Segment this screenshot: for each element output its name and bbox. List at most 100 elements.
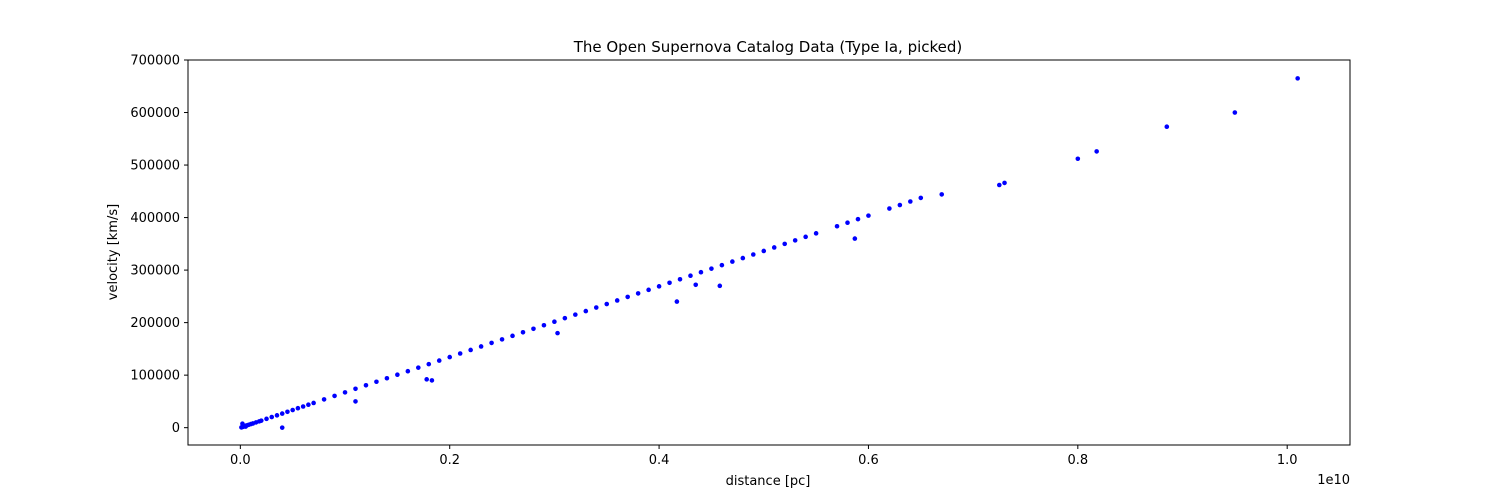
x-axis: 0.0 0.2 0.4 0.6 0.8 1.0 xyxy=(230,445,1298,468)
data-point xyxy=(429,378,435,383)
data-point xyxy=(834,223,840,229)
x-tick-label: 0.4 xyxy=(649,453,670,468)
data-point xyxy=(997,182,1002,188)
data-point xyxy=(520,329,526,335)
data-point xyxy=(311,400,316,406)
x-tick-label: 0.8 xyxy=(1067,453,1088,468)
data-point xyxy=(1164,124,1170,130)
data-point xyxy=(677,276,683,282)
data-point xyxy=(332,393,337,399)
x-tick-label: 1.0 xyxy=(1277,453,1298,468)
data-point xyxy=(719,262,725,268)
data-point xyxy=(709,266,714,271)
data-point xyxy=(667,280,672,286)
data-point xyxy=(240,421,245,427)
data-point xyxy=(1002,180,1007,186)
data-point xyxy=(845,220,850,226)
data-point xyxy=(782,241,788,247)
data-point xyxy=(730,259,735,264)
data-point xyxy=(426,361,432,367)
data-point xyxy=(424,377,429,382)
data-point xyxy=(353,399,358,404)
data-point xyxy=(447,354,453,360)
x-axis-offset-label: 1e10 xyxy=(1317,473,1350,488)
data-point xyxy=(693,282,699,288)
y-tick-label: 300000 xyxy=(130,264,180,279)
data-point xyxy=(468,347,473,353)
y-tick-label: 0 xyxy=(172,421,180,436)
data-point xyxy=(1075,156,1081,162)
y-tick-label: 100000 xyxy=(130,369,180,384)
data-point xyxy=(274,413,280,418)
data-point xyxy=(717,283,723,289)
y-tick-label: 600000 xyxy=(130,106,180,121)
y-axis: 0 100000 200000 300000 400000 500000 600000 700… xyxy=(130,54,188,436)
data-point xyxy=(552,319,557,325)
data-point xyxy=(792,238,798,243)
data-point xyxy=(562,315,568,321)
data-point xyxy=(674,299,680,304)
data-point xyxy=(625,294,630,300)
data-point xyxy=(416,365,421,370)
data-point xyxy=(499,337,505,342)
data-points xyxy=(239,76,1300,430)
data-point xyxy=(264,416,269,422)
x-tick-label: 0.0 xyxy=(230,453,251,468)
data-point xyxy=(279,425,285,430)
data-point xyxy=(489,340,494,346)
data-point xyxy=(436,358,442,363)
data-point xyxy=(750,252,756,257)
y-tick-label: 700000 xyxy=(130,54,180,69)
data-point xyxy=(269,414,275,420)
data-point xyxy=(1232,110,1238,115)
plot-area-frame xyxy=(187,59,1351,446)
data-point xyxy=(887,206,892,211)
data-point xyxy=(306,402,311,408)
data-point xyxy=(771,245,777,250)
data-point xyxy=(646,287,651,293)
data-point xyxy=(803,234,808,240)
data-point xyxy=(363,382,369,388)
chart-title: The Open Supernova Catalog Data (Type Ia… xyxy=(573,38,963,56)
data-point xyxy=(290,407,295,413)
data-point xyxy=(478,344,484,349)
x-axis-label: distance [pc] xyxy=(726,474,811,489)
data-point xyxy=(258,418,264,423)
data-point xyxy=(279,411,285,416)
data-point xyxy=(604,301,610,307)
data-point xyxy=(688,273,693,279)
x-tick-label: 0.2 xyxy=(439,453,460,468)
x-tick-label: 0.6 xyxy=(858,453,879,468)
data-point xyxy=(583,308,589,314)
data-point xyxy=(555,330,560,336)
data-point xyxy=(761,248,767,254)
data-point xyxy=(541,322,547,328)
data-point xyxy=(573,312,578,317)
data-point xyxy=(405,368,411,374)
data-point xyxy=(897,202,903,208)
data-point xyxy=(300,404,306,409)
data-point xyxy=(1295,76,1300,81)
data-point xyxy=(939,192,945,197)
data-point xyxy=(813,231,819,236)
data-point xyxy=(531,326,536,332)
data-point xyxy=(353,386,358,392)
data-point xyxy=(374,379,379,385)
data-point xyxy=(1094,149,1099,154)
data-point xyxy=(698,269,704,275)
data-point xyxy=(614,298,620,303)
data-point xyxy=(321,397,327,402)
data-point xyxy=(243,424,248,429)
y-tick-label: 500000 xyxy=(130,159,180,174)
data-point xyxy=(918,195,924,201)
data-point xyxy=(855,216,861,222)
data-point xyxy=(908,199,913,204)
data-point xyxy=(395,372,400,378)
y-axis-label: velocity [km/s] xyxy=(106,204,121,300)
data-point xyxy=(342,390,348,395)
data-point xyxy=(635,291,641,296)
data-point xyxy=(852,236,858,241)
data-point xyxy=(295,405,301,411)
data-point xyxy=(510,333,515,339)
